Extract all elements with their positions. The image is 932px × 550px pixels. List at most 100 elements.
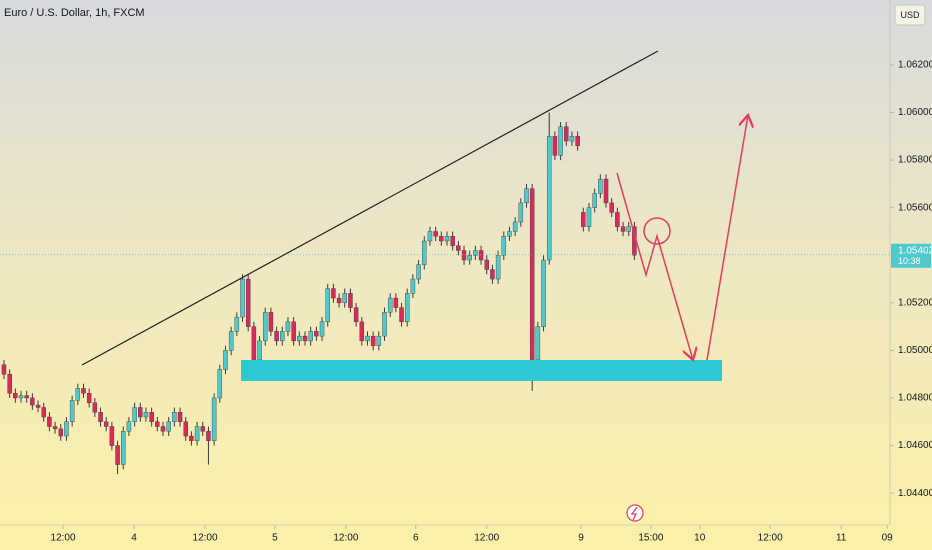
candle-body-down — [484, 259, 489, 270]
y-tick-label: 1.04800 — [898, 393, 932, 404]
candle-body-up — [427, 231, 433, 242]
candle-body-down — [35, 404, 41, 408]
candle-body-up — [558, 126, 563, 156]
candle-body-up — [376, 335, 382, 346]
y-tick-label: 1.04600 — [898, 440, 932, 451]
candle-body-up — [512, 221, 518, 232]
x-tick-label: 12:00 — [474, 533, 499, 544]
candle-body-up — [69, 400, 75, 422]
x-tick-label: 6 — [413, 533, 419, 544]
highlight-circle — [643, 217, 671, 245]
trend-line — [81, 50, 659, 366]
candle-body-up — [507, 231, 512, 237]
candle-body-up — [223, 350, 228, 370]
candle-body-up — [422, 240, 427, 265]
candle-body-up — [467, 255, 472, 261]
currency: USD — [900, 10, 920, 20]
candle-body-down — [529, 188, 535, 361]
candle-body-up — [598, 178, 603, 194]
y-tick-label: 1.04400 — [898, 488, 932, 499]
candle-body-up — [592, 193, 597, 208]
candle-body-down — [98, 412, 103, 422]
candle-body-up — [382, 312, 387, 337]
candle-body-down — [609, 202, 614, 213]
candle-body-down — [109, 426, 115, 446]
x-tick-label: 12:00 — [51, 533, 76, 544]
candle-body-down — [41, 407, 46, 418]
candle-body-down — [302, 335, 308, 342]
x-tick-label: 11 — [836, 533, 847, 544]
chart-title: Euro / U.S. Dollar, 1h, FXCM — [4, 7, 145, 19]
candle-body-down — [7, 373, 12, 394]
candle-body-up — [524, 188, 529, 204]
candle-body-up — [308, 331, 313, 342]
candle-body-down — [92, 402, 98, 413]
candle-body-down — [370, 335, 376, 346]
candle-body-up — [285, 321, 291, 332]
candle-body-down — [1, 364, 7, 375]
candle-body-up — [126, 421, 132, 432]
candle-body-down — [177, 412, 183, 422]
candle-body-down — [30, 397, 35, 406]
x-tick-label: 9 — [578, 533, 584, 544]
candle-body-up — [166, 421, 171, 432]
candle-body-up — [410, 278, 416, 294]
candle-body-down — [24, 395, 29, 399]
candle-body-up — [143, 412, 149, 418]
candle-body-up — [416, 264, 421, 280]
last-price-label: 1.05402 — [898, 245, 932, 256]
candle-body-down — [155, 421, 160, 427]
event-icon[interactable] — [626, 504, 644, 522]
candle-body-down — [206, 431, 211, 441]
y-tick-label: 1.06000 — [898, 107, 932, 118]
candle-body-down — [399, 307, 404, 323]
candle-body-down — [149, 412, 154, 422]
candle-body-up — [240, 278, 245, 318]
candle-body-down — [138, 407, 143, 418]
candle-body-up — [262, 312, 268, 342]
x-tick-label: 5 — [272, 533, 278, 544]
y-tick-label: 1.06200 — [898, 60, 932, 71]
candle-body-up — [234, 316, 240, 332]
candle-body-down — [115, 445, 120, 465]
candle-body-up — [257, 340, 262, 361]
candle-body-down — [251, 326, 257, 361]
candle-body-down — [359, 321, 365, 342]
candle-body-up — [626, 226, 631, 232]
currency-box[interactable] — [894, 4, 926, 26]
candle-body-down — [86, 393, 92, 403]
candle-body-up — [535, 326, 541, 361]
candle-body-down — [58, 428, 64, 437]
candle-body-up — [473, 250, 478, 256]
candle-body-up — [342, 293, 347, 304]
candle-body-up — [325, 288, 330, 323]
projection-down — [616, 172, 693, 360]
candle-body-up — [495, 255, 501, 280]
candle-body-down — [291, 321, 296, 342]
candle-body-down — [603, 178, 609, 204]
candle-body-down — [274, 331, 279, 342]
candle-body-down — [564, 126, 569, 142]
y-tick-label: 1.05600 — [898, 202, 932, 213]
projection-up — [706, 115, 748, 361]
support-zone — [241, 360, 722, 381]
candle-body-up — [121, 431, 126, 465]
candle-body-down — [336, 297, 342, 304]
x-tick-label: 10 — [694, 533, 706, 544]
candle-body-up — [217, 369, 223, 399]
candle-body-up — [319, 321, 325, 337]
candle-body-down — [615, 212, 620, 227]
candle-body-up — [172, 412, 177, 422]
candle-body-down — [13, 393, 18, 399]
candle-body-up — [541, 259, 546, 327]
candle-body-up — [365, 335, 370, 342]
candle-body-up — [18, 395, 24, 399]
candle-body-up — [211, 397, 217, 441]
candle-body-down — [331, 288, 336, 299]
candle-body-up — [228, 331, 234, 351]
candle-body-down — [245, 278, 251, 327]
candle-body-up — [75, 388, 81, 401]
candle-body-up — [297, 335, 302, 342]
